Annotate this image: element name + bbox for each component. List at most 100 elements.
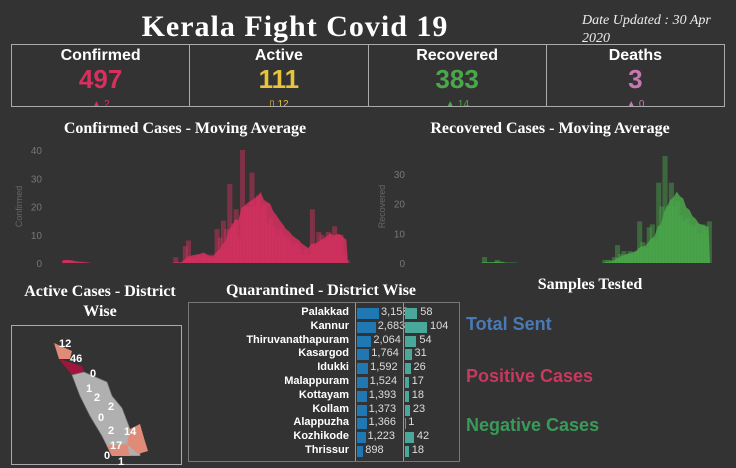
district-name: Kottayam — [299, 389, 349, 401]
y-axis-label: Recovered — [377, 185, 387, 229]
district-name: Thiruvanathapuram — [246, 334, 349, 346]
home-value: 1,366 — [369, 416, 397, 428]
district-name: Kollam — [312, 403, 349, 415]
quarantine-row: Kozhikode 1,223 42 — [189, 430, 461, 443]
quarantine-row: Kasargod 1,764 31 — [189, 347, 461, 360]
hospital-value: 17 — [412, 375, 424, 387]
stat-label: Deaths — [547, 47, 724, 65]
district-active-count: 12 — [59, 338, 71, 350]
daily-bar — [482, 257, 487, 263]
hospital-bar — [405, 308, 417, 319]
hospital-value: 18 — [412, 444, 424, 456]
district-active-count: 2 — [108, 425, 114, 437]
district-name: Kannur — [311, 320, 350, 332]
quarantine-row: Malappuram 1,524 17 — [189, 375, 461, 388]
home-value: 1,393 — [369, 389, 397, 401]
district-active-count: 0 — [104, 450, 110, 462]
samples-title: Samples Tested — [470, 276, 710, 294]
hospital-value: 54 — [419, 334, 431, 346]
hospital-value: 26 — [414, 361, 426, 373]
hospital-bar — [405, 377, 409, 388]
district-name: Kozhikode — [293, 430, 349, 442]
hospital-bar — [405, 391, 409, 402]
district-active-count: 0 — [90, 368, 96, 380]
home-value: 1,223 — [368, 430, 396, 442]
district-name: Idukki — [317, 361, 349, 373]
home-value: 2,683 — [378, 320, 406, 332]
stat-value: 111 — [190, 65, 367, 93]
y-tick-label: 30 — [394, 170, 406, 181]
hospital-bar — [405, 336, 416, 347]
home-value: 2,064 — [373, 334, 401, 346]
district-active-count: 1 — [86, 383, 92, 395]
hospital-bar — [405, 446, 409, 457]
district-active-count: 1 — [118, 456, 124, 468]
hospital-value: 42 — [417, 430, 429, 442]
stat-label: Confirmed — [12, 47, 189, 65]
quarantine-row: Kottayam 1,393 18 — [189, 389, 461, 402]
stat-label: Recovered — [369, 47, 546, 65]
hospital-bar — [405, 432, 414, 443]
home-bar — [357, 391, 367, 402]
district-active-count: 2 — [94, 392, 100, 404]
stat-label: Active — [190, 47, 367, 65]
legend-positive-cases: Positive Cases — [466, 366, 593, 387]
quarantined-title: Quarantined - District Wise — [190, 282, 452, 300]
home-value: 1,524 — [370, 375, 398, 387]
hospital-value: 18 — [412, 389, 424, 401]
recovered-chart-title: Recovered Cases - Moving Average — [385, 120, 715, 138]
hospital-value: 23 — [413, 403, 425, 415]
y-tick-label: 20 — [31, 203, 43, 214]
stat-delta: ▲ 14 — [369, 99, 546, 106]
y-tick-label: 30 — [31, 174, 43, 185]
daily-bar — [173, 257, 178, 263]
quarantine-row: Kannur 2,683 104 — [189, 320, 461, 333]
quarantine-row: Alappuzha 1,366 1 — [189, 416, 461, 429]
home-bar — [357, 322, 376, 333]
home-value: 1,373 — [369, 403, 397, 415]
moving-average-area — [62, 192, 348, 263]
home-value: 1,764 — [371, 347, 399, 359]
y-tick-label: 0 — [399, 259, 405, 270]
active-map-title: Active Cases - District Wise — [20, 282, 180, 322]
district-name: Thrissur — [305, 444, 349, 456]
y-tick-label: 10 — [394, 229, 406, 240]
page-title: Kerala Fight Covid 19 — [0, 10, 590, 44]
home-bar — [357, 405, 367, 416]
y-tick-label: 20 — [394, 200, 406, 211]
district-name: Kasargod — [298, 347, 349, 359]
district-name: Alappuzha — [293, 416, 349, 428]
district-name: Palakkad — [301, 306, 349, 318]
y-tick-label: 10 — [31, 231, 43, 242]
confirmed-chart-title: Confirmed Cases - Moving Average — [20, 120, 350, 138]
district-active-count: 14 — [124, 426, 136, 438]
home-bar — [357, 336, 371, 347]
hospital-bar — [405, 349, 412, 360]
hospital-value: 31 — [415, 347, 427, 359]
hospital-value: 104 — [430, 320, 448, 332]
legend-total-sent: Total Sent — [466, 314, 552, 335]
y-axis-label: Confirmed — [14, 186, 24, 228]
home-bar — [357, 432, 366, 443]
hospital-value: 1 — [408, 416, 414, 428]
recovered-chart: 0 10 20 30 Recovered — [368, 138, 736, 273]
home-bar — [357, 418, 367, 429]
legend-negative-cases: Negative Cases — [466, 415, 599, 436]
home-bar — [357, 363, 368, 374]
district-active-count: 0 — [98, 412, 104, 424]
stat-value: 383 — [369, 65, 546, 93]
district-active-count: 2 — [108, 401, 114, 413]
y-tick-label: 0 — [36, 259, 42, 270]
district-name: Malappuram — [284, 375, 349, 387]
home-value: 898 — [365, 444, 383, 456]
district-active-count: 46 — [70, 353, 82, 365]
home-bar — [357, 377, 368, 388]
